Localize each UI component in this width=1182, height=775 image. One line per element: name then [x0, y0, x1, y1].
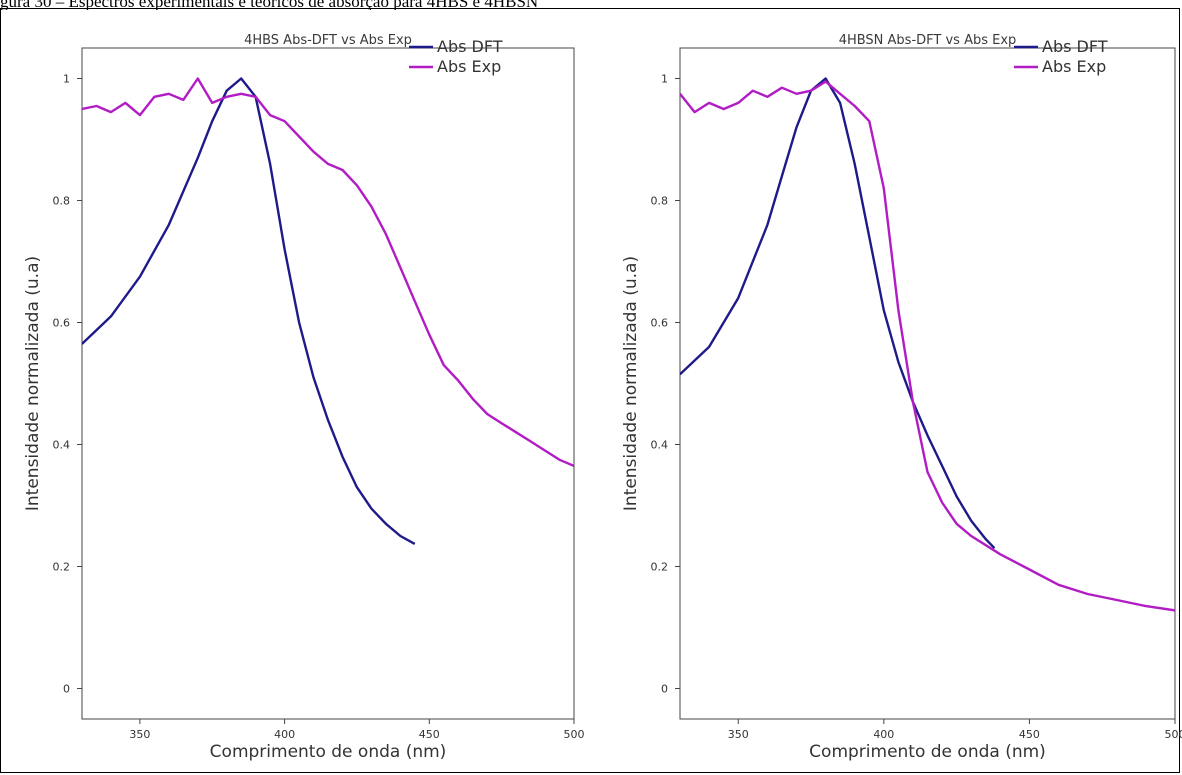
chart-panel-4hbsn: 4HBSN Abs-DFT vs Abs Exp 0 0.2 0.4 0.6 0.8 1 35… [621, 33, 1182, 762]
chart-0-ytick-label: 0 [63, 683, 70, 696]
chart-panel-4hbs: 4HBS Abs-DFT vs Abs Exp 0 0.2 0.4 0.6 0.8 1 350… [23, 33, 585, 762]
chart-1-plot-area [679, 47, 1176, 720]
chart-0-ytick-label: 0.8 [53, 195, 71, 208]
chart-0-x-axis-label: Comprimento de onda (nm) [210, 742, 447, 762]
chart-0-legend-label-abs-dft: Abs DFT [437, 37, 503, 56]
chart-0-ytick-label: 0.4 [53, 439, 71, 452]
chart-1-legend-label-abs-exp: Abs Exp [1042, 57, 1106, 76]
chart-1-xtick-label: 400 [873, 728, 894, 741]
chart-1-series-abs-exp-line [680, 80, 1175, 612]
chart-1-ytick-label: 0.8 [651, 195, 669, 208]
chart-1-ytick-label: 0.4 [651, 439, 669, 452]
chart-0-xtick-label: 350 [129, 728, 150, 741]
chart-1-x-axis-label: Comprimento de onda (nm) [809, 742, 1046, 762]
chart-1-xtick-label: 450 [1019, 728, 1040, 741]
chart-0-xtick-label: 400 [274, 728, 295, 741]
chart-0-plot-area [81, 47, 575, 720]
chart-1-ytick-label: 0.2 [651, 561, 669, 574]
chart-1-ytick-label: 0 [661, 683, 668, 696]
figure-caption: gura 30 – Espectros experimentais e teór… [0, 0, 539, 10]
chart-0-ytick-label: 1 [63, 73, 70, 86]
chart-1-legend-label-abs-dft: Abs DFT [1042, 37, 1108, 56]
chart-0-series-abs-dft-line [82, 77, 416, 545]
chart-1-xtick-label: 500 [1165, 728, 1182, 741]
chart-1-ytick-label: 1 [661, 73, 668, 86]
chart-0-title: 4HBS Abs-DFT vs Abs Exp [244, 33, 412, 48]
chart-0-y-axis-label: Intensidade normalizada (u.a) [23, 256, 43, 511]
chart-1-xtick-label: 350 [728, 728, 749, 741]
chart-0-series-abs-exp-line [82, 77, 574, 468]
chart-1-y-axis-label: Intensidade normalizada (u.a) [621, 256, 641, 511]
chart-0-ytick-label: 0.2 [53, 561, 71, 574]
chart-0-ytick-label: 0.6 [53, 317, 71, 330]
chart-1-series-abs-dft-line [680, 77, 996, 550]
chart-0-xtick-label: 450 [419, 728, 440, 741]
chart-0-xtick-label: 500 [564, 728, 585, 741]
chart-0-legend-label-abs-exp: Abs Exp [437, 57, 501, 76]
figure-frame [0, 8, 1180, 773]
chart-1-ytick-label: 0.6 [651, 317, 669, 330]
chart-1-title: 4HBSN Abs-DFT vs Abs Exp [839, 33, 1017, 48]
